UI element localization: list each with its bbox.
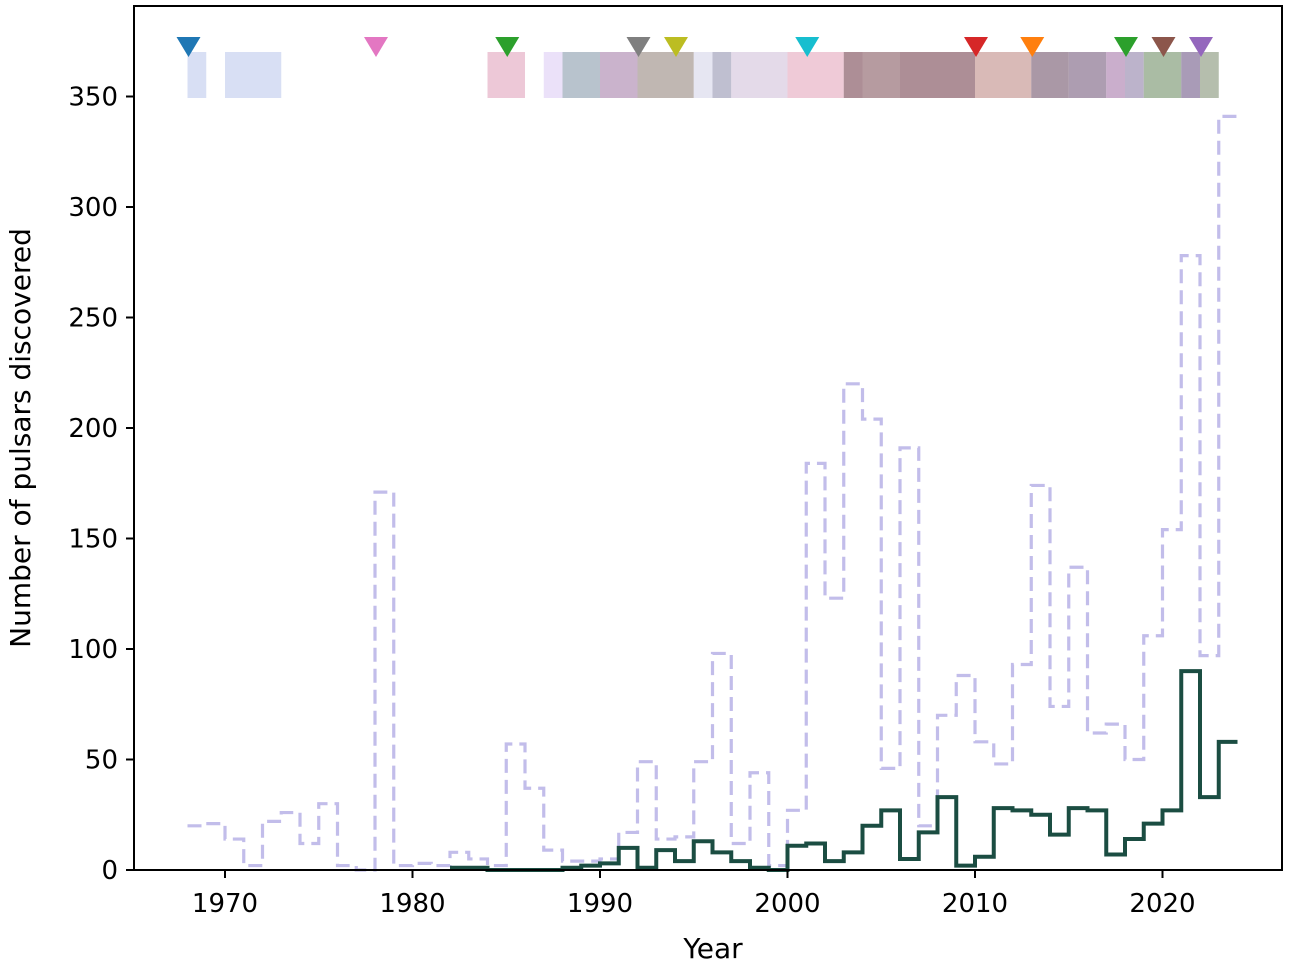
survey-marker [1151, 37, 1176, 57]
survey-marker [664, 37, 688, 57]
survey-marker [364, 37, 388, 57]
survey-band [1031, 52, 1069, 98]
series-line-1 [187, 114, 1238, 872]
survey-band [693, 52, 713, 98]
y-axis: 0 50 100 150 200 250 300 350 [68, 83, 134, 886]
series-group [187, 114, 1238, 872]
survey-marker [1189, 37, 1213, 57]
survey-marker [495, 37, 520, 57]
x-axis-title: Year [682, 932, 743, 965]
survey-band [975, 52, 1032, 98]
x-tick-label: 2020 [1129, 889, 1195, 919]
x-tick-label: 1980 [379, 889, 445, 919]
survey-marker [795, 37, 820, 57]
survey-band [1143, 52, 1182, 98]
survey-band [543, 52, 563, 98]
x-tick-label: 2010 [942, 889, 1008, 919]
y-tick-label: 150 [68, 525, 118, 555]
survey-band [487, 52, 525, 98]
x-tick-label: 1990 [567, 889, 633, 919]
y-tick-label: 250 [68, 304, 118, 334]
survey-band [731, 52, 788, 98]
y-tick-label: 50 [85, 746, 118, 776]
survey-band [900, 52, 975, 98]
y-tick-label: 350 [68, 83, 118, 113]
survey-band [600, 52, 638, 98]
survey-marker [626, 37, 651, 57]
plot-frame [133, 5, 1283, 871]
survey-band [712, 52, 732, 98]
survey-band [862, 52, 900, 98]
x-axis: 1970 1980 1990 2000 2010 2020 [192, 870, 1196, 919]
survey-marker [964, 37, 988, 57]
survey-band [1200, 52, 1219, 98]
survey-band [187, 52, 207, 98]
y-axis-title: Number of pulsars discovered [4, 228, 37, 648]
y-tick-label: 0 [101, 856, 118, 886]
survey-markers [176, 37, 1213, 57]
survey-marker [1114, 37, 1138, 57]
survey-band [843, 52, 863, 98]
survey-band [1106, 52, 1125, 98]
y-tick-label: 200 [68, 414, 118, 444]
y-tick-label: 300 [68, 193, 118, 223]
x-tick-label: 2000 [754, 889, 820, 919]
y-tick-label: 100 [68, 635, 118, 665]
survey-marker [1020, 37, 1045, 57]
survey-band [637, 52, 694, 98]
survey-band [1068, 52, 1107, 98]
survey-band [225, 52, 282, 98]
x-tick-label: 1970 [192, 889, 258, 919]
survey-band [562, 52, 600, 98]
series-line-2 [450, 669, 1238, 872]
survey-bands [187, 52, 1219, 98]
survey-marker [176, 37, 201, 57]
survey-band [787, 52, 844, 98]
survey-band [1181, 52, 1200, 98]
survey-band [1125, 52, 1144, 98]
